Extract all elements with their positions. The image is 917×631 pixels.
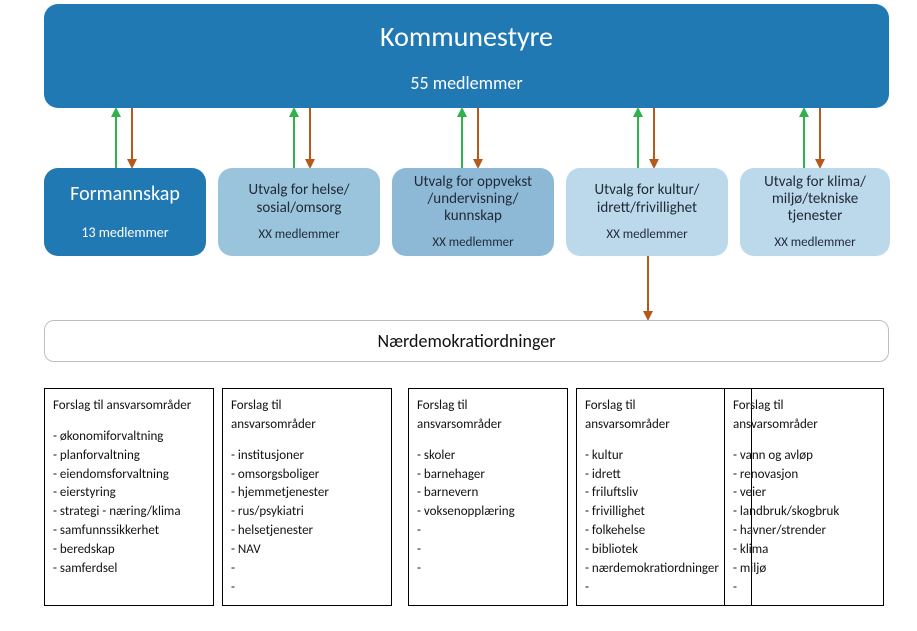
responsibility-item: - frivillighet [585, 503, 743, 522]
committee-title-line: sosial/omsorg [249, 200, 350, 217]
responsibility-item: - renovasjon [733, 466, 875, 485]
committee-members-1: XX medlemmer [258, 227, 339, 242]
committee-title-1: Utvalg for helse/sosial/omsorg [249, 182, 350, 217]
committee-title-line: Utvalg for oppvekst [414, 174, 532, 191]
committee-title-line: Utvalg for helse/ [249, 182, 350, 199]
committee-title-4: Utvalg for klima/miljø/teknisketjenester [764, 174, 866, 226]
responsibility-header-line: ansvarsområder [585, 416, 743, 435]
responsibility-item: - [231, 560, 383, 579]
committee-title-line: kunnskap [414, 208, 532, 225]
responsibility-item: - bibliotek [585, 541, 743, 560]
responsibility-item: - [417, 560, 559, 579]
committee-title-2: Utvalg for oppvekst/undervisning/kunnska… [414, 174, 532, 226]
committee-box-1: Utvalg for helse/sosial/omsorg XX medlemm… [218, 168, 380, 256]
responsibility-header-2: Forslag tilansvarsområder [417, 397, 559, 435]
responsibility-item: - barnevern [417, 484, 559, 503]
committee-members-4: XX medlemmer [774, 235, 855, 250]
responsibility-header-0: Forslag til ansvarsområder [53, 397, 205, 416]
responsibility-item: - eierstyring [53, 484, 205, 503]
responsibility-item: - rus/psykiatri [231, 503, 383, 522]
committee-title-3: Utvalg for kultur/idrett/frivillighet [595, 182, 700, 217]
responsibility-item: - [417, 541, 559, 560]
committee-title-line: idrett/frivillighet [595, 200, 700, 217]
responsibility-item: - nærdemokratiordninger [585, 560, 743, 579]
committee-members-2: XX medlemmer [432, 235, 513, 250]
responsibility-item: - økonomiforvaltning [53, 428, 205, 447]
responsibility-box-4: Forslag tilansvarsområder - vann og avløp… [724, 388, 884, 606]
responsibility-item: - klima [733, 541, 875, 560]
committee-box-0: Formannskap 13 medlemmer [44, 168, 206, 256]
responsibility-item: - omsorgsboliger [231, 466, 383, 485]
responsibility-item: - skoler [417, 447, 559, 466]
kommunestyre-subtitle: 55 medlemmer [410, 72, 522, 94]
responsibility-item: - planforvaltning [53, 447, 205, 466]
committee-title-line: /undervisning/ [414, 191, 532, 208]
responsibility-box-0: Forslag til ansvarsområder - økonomiforva… [44, 388, 214, 606]
responsibility-box-1: Forslag tilansvarsområder - institusjoner… [222, 388, 392, 606]
responsibility-header-line: ansvarsområder [231, 416, 383, 435]
responsibility-header-line: Forslag til [585, 397, 743, 416]
responsibility-header-1: Forslag tilansvarsområder [231, 397, 383, 435]
responsibility-box-2: Forslag tilansvarsområder- skoler- barne… [408, 388, 568, 606]
committee-box-2: Utvalg for oppvekst/undervisning/kunnska… [392, 168, 554, 256]
responsibility-item: - hjemmetjenester [231, 484, 383, 503]
responsibility-item: - kultur [585, 447, 743, 466]
responsibility-header-line: ansvarsområder [733, 416, 875, 435]
responsibility-item: - idrett [585, 466, 743, 485]
committee-members-0: 13 medlemmer [81, 224, 168, 241]
responsibility-header-line: Forslag til [417, 397, 559, 416]
responsibility-item: - havner/strender [733, 522, 875, 541]
responsibility-item: - helsetjenester [231, 522, 383, 541]
committee-box-4: Utvalg for klima/miljø/teknisketjenester… [740, 168, 890, 256]
responsibility-item: - [585, 579, 743, 598]
responsibility-item: - landbruk/skogbruk [733, 503, 875, 522]
committee-title-0: Formannskap [70, 183, 180, 206]
responsibility-item: - vann og avløp [733, 447, 875, 466]
responsibility-item: - [417, 522, 559, 541]
committee-title-line: Formannskap [70, 183, 180, 206]
kommunestyre-title: Kommunestyre [380, 19, 553, 54]
responsibility-item: - institusjoner [231, 447, 383, 466]
responsibility-header-line: Forslag til ansvarsområder [53, 397, 205, 416]
responsibility-item: - friluftsliv [585, 484, 743, 503]
committee-title-line: Utvalg for klima/ [764, 174, 866, 191]
responsibility-item: - [733, 579, 875, 598]
responsibility-item: - folkehelse [585, 522, 743, 541]
responsibility-header-4: Forslag tilansvarsområder [733, 397, 875, 435]
responsibility-item: - barnehager [417, 466, 559, 485]
responsibility-header-line: ansvarsområder [417, 416, 559, 435]
responsibility-item: - [231, 579, 383, 598]
responsibility-item: - NAV [231, 541, 383, 560]
responsibility-item: - strategi - næring/klima [53, 503, 205, 522]
responsibility-item: - voksenopplæring [417, 503, 559, 522]
responsibility-header-line: Forslag til [231, 397, 383, 416]
naerdemokrati-box: Nærdemokratiordninger [44, 320, 889, 362]
responsibility-item: - miljø [733, 560, 875, 579]
responsibility-item: - eiendomsforvaltning [53, 466, 205, 485]
kommunestyre-box: Kommunestyre 55 medlemmer [44, 4, 889, 108]
committee-members-3: XX medlemmer [606, 227, 687, 242]
responsibility-item: - veier [733, 484, 875, 503]
responsibility-item: - beredskap [53, 541, 205, 560]
committee-box-3: Utvalg for kultur/idrett/frivillighet XX … [566, 168, 728, 256]
naerdemokrati-label: Nærdemokratiordninger [378, 330, 556, 352]
responsibility-item: - samferdsel [53, 560, 205, 579]
responsibility-header-3: Forslag tilansvarsområder [585, 397, 743, 435]
responsibility-item: - samfunnssikkerhet [53, 522, 205, 541]
committee-title-line: Utvalg for kultur/ [595, 182, 700, 199]
responsibility-header-line: Forslag til [733, 397, 875, 416]
committee-title-line: miljø/tekniske [764, 191, 866, 208]
committee-title-line: tjenester [764, 208, 866, 225]
